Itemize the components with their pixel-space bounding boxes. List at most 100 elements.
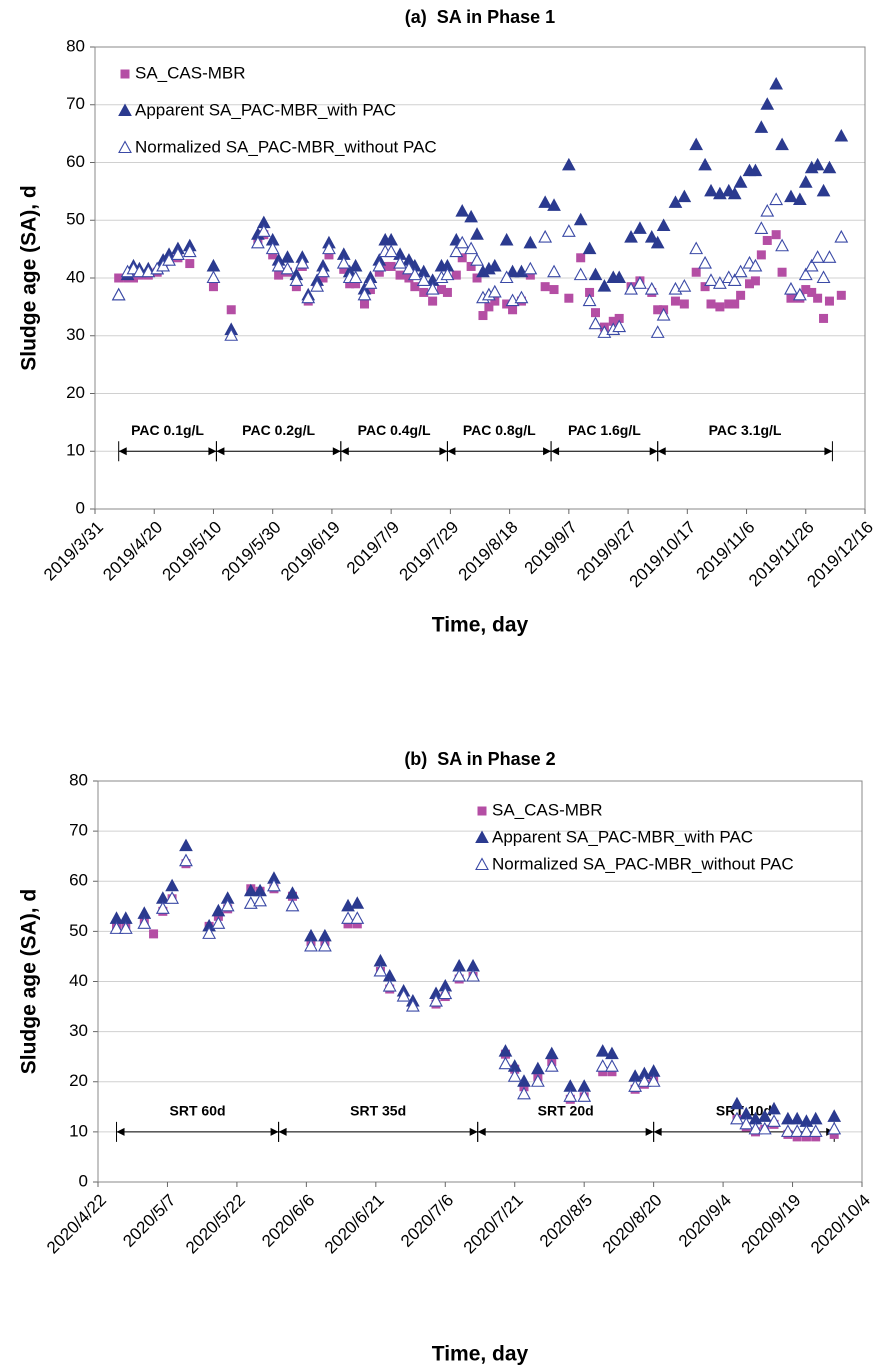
marker-triangle-open	[704, 273, 718, 286]
marker-triangle-open	[250, 235, 265, 249]
marker-triangle	[118, 103, 132, 116]
marker-triangle	[633, 221, 647, 234]
legend-label: Apparent SA_PAC-MBR_with PAC	[492, 827, 753, 846]
marker-triangle-open	[834, 229, 849, 243]
marker-square	[745, 279, 754, 289]
marker-triangle-open	[523, 261, 538, 275]
marker-triangle-open	[316, 264, 330, 278]
marker-square	[540, 282, 550, 292]
marker-triangle	[798, 175, 813, 188]
marker-triangle	[179, 838, 193, 852]
marker-triangle-open	[466, 968, 480, 982]
marker-triangle-open	[211, 916, 226, 929]
marker-square	[395, 270, 405, 280]
marker-triangle	[475, 830, 489, 843]
marker-triangle-open	[650, 325, 665, 338]
y-tick-label: 0	[76, 498, 85, 517]
marker-triangle-open	[438, 986, 453, 1000]
marker-triangle	[470, 227, 484, 240]
y-tick-label: 30	[66, 325, 85, 344]
marker-triangle-open	[498, 1056, 513, 1070]
marker-triangle-open	[322, 241, 336, 255]
marker-square	[490, 296, 500, 306]
marker-triangle-open	[790, 1124, 805, 1137]
y-tick-label: 80	[66, 36, 85, 55]
marker-triangle-open	[507, 1069, 522, 1082]
marker-triangle	[285, 886, 300, 899]
y-tick-label: 70	[66, 94, 85, 113]
marker-triangle-open	[289, 273, 304, 286]
marker-square	[268, 250, 278, 260]
marker-triangle	[808, 1111, 823, 1125]
y-tick-label: 70	[69, 821, 88, 840]
x-tick-label: 2020/9/19	[738, 1191, 805, 1258]
marker-triangle	[487, 258, 502, 272]
marker-triangle	[165, 878, 179, 892]
marker-triangle-open	[767, 1114, 781, 1127]
marker-square	[274, 270, 284, 280]
x-axis-label: Time, day	[432, 1343, 529, 1366]
marker-square	[351, 279, 361, 289]
marker-square	[576, 253, 586, 263]
x-tick-label: 2020/5/7	[119, 1191, 179, 1251]
marker-triangle-open	[452, 968, 467, 982]
marker-triangle-open	[357, 287, 372, 301]
marker-square	[777, 267, 787, 277]
marker-triangle-open	[632, 276, 647, 289]
marker-triangle	[790, 1111, 805, 1125]
y-tick-label: 0	[79, 1171, 88, 1190]
marker-triangle	[810, 157, 825, 171]
marker-triangle-open	[748, 258, 763, 272]
marker-triangle-open	[646, 1074, 661, 1087]
legend-label: Apparent SA_PAC-MBR_with PAC	[135, 100, 396, 119]
marker-square	[807, 287, 817, 297]
x-tick-label: 2020/10/4	[807, 1191, 874, 1258]
marker-triangle-open	[440, 267, 455, 281]
x-tick-label: 2019/3/31	[40, 518, 107, 585]
legend-label: SA_CAS-MBR	[135, 63, 246, 82]
marker-triangle	[538, 195, 552, 208]
marker-triangle-open	[530, 1074, 545, 1087]
marker-triangle	[350, 896, 365, 909]
marker-triangle-open	[538, 229, 553, 243]
period-label: PAC 3.1g/L	[709, 422, 782, 438]
marker-triangle-open	[155, 901, 170, 914]
marker-triangle-open	[677, 279, 692, 292]
marker-triangle	[769, 76, 783, 90]
marker-triangle-open	[822, 250, 837, 263]
marker-triangle-open	[336, 255, 351, 269]
x-tick-label: 2020/7/21	[460, 1191, 527, 1258]
marker-square	[608, 316, 618, 326]
marker-triangle-open	[792, 287, 807, 301]
marker-triangle-open	[499, 270, 514, 284]
y-tick-label: 50	[69, 921, 88, 940]
marker-square	[404, 273, 414, 283]
marker-triangle	[650, 235, 665, 249]
marker-square	[549, 285, 559, 295]
marker-triangle	[827, 1109, 842, 1122]
marker-triangle	[597, 279, 612, 292]
marker-triangle-open	[407, 267, 422, 281]
marker-triangle-open	[317, 938, 332, 952]
marker-square	[374, 267, 384, 277]
marker-triangle-open	[243, 896, 258, 909]
marker-triangle	[206, 258, 221, 272]
marker-square	[700, 282, 710, 292]
marker-triangle	[588, 267, 603, 281]
marker-triangle	[644, 230, 659, 243]
marker-triangle	[544, 1046, 559, 1060]
marker-square	[129, 273, 138, 283]
marker-triangle-open	[202, 926, 217, 939]
marker-triangle	[834, 128, 849, 142]
marker-triangle-open	[455, 235, 470, 249]
y-tick-label: 10	[69, 1121, 88, 1140]
marker-square	[466, 261, 476, 271]
plot-frame	[94, 46, 866, 510]
marker-triangle-open	[595, 1059, 610, 1072]
x-tick-label: 2020/8/5	[536, 1191, 596, 1251]
marker-triangle-open	[295, 255, 310, 269]
marker-square	[706, 299, 716, 309]
marker-triangle	[704, 183, 718, 197]
marker-triangle	[730, 1096, 744, 1110]
